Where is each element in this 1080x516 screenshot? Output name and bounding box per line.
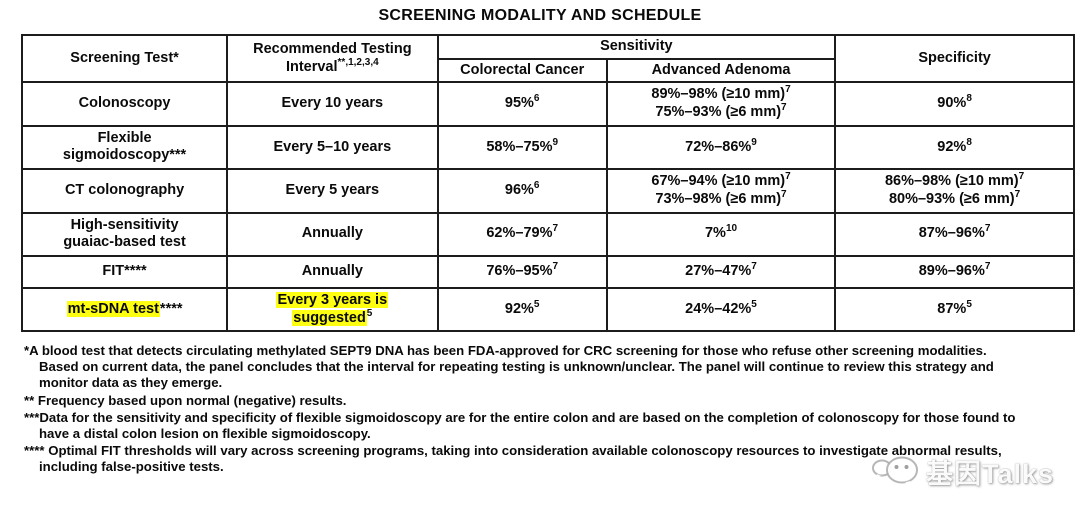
cell-adenoma: 24%–42%5 — [605, 286, 837, 333]
col-header-colorectal-cancer: Colorectal Cancer — [436, 57, 608, 84]
table-row: Flexible sigmoidoscopy*** Every 5–10 years… — [20, 124, 1075, 171]
cell-adenoma: 7%10 — [605, 211, 837, 257]
col-header-screening-test-label: Screening Test* — [70, 49, 179, 66]
cell-interval: Every 5 years — [226, 168, 439, 214]
cell-interval: Every 10 years — [226, 81, 439, 127]
cell-spec: 86%–98% (≥10 mm)7 80%–93% (≥6 mm)7 — [834, 168, 1075, 214]
header-row-2: Colorectal Cancer Advanced Adenoma — [22, 57, 1074, 84]
footnotes: *A blood test that detects circulating m… — [24, 343, 1024, 475]
cell-test: Flexible sigmoidoscopy*** — [20, 124, 229, 171]
cell-test: FIT**** — [20, 254, 229, 289]
col-header-interval-line2: Interval — [285, 58, 338, 75]
page-title: SCREENING MODALITY AND SCHEDULE — [378, 7, 702, 24]
footnote: **** Optimal FIT thresholds will vary ac… — [24, 442, 1002, 474]
cell-interval: Annually — [226, 254, 439, 289]
cell-adenoma: 27%–47%7 — [605, 254, 837, 289]
cell-crc: 62%–79%7 — [436, 211, 608, 257]
cell-spec: 90%8 — [834, 81, 1075, 127]
cell-spec: 89%–96%7 — [834, 254, 1075, 289]
cell-test: High-sensitivity guaiac-based test — [20, 211, 229, 257]
cell-test: Colonoscopy — [20, 81, 229, 127]
header-row-1: Screening Test* Recommended Testing Inte… — [20, 33, 1075, 84]
col-header-specificity: Specificity — [834, 33, 1075, 84]
table-row: mt-sDNA test**** Every 3 years is suggeste… — [20, 286, 1075, 333]
cell-interval: Every 3 years is suggested5 — [226, 286, 439, 333]
cell-crc: 95%6 — [436, 81, 608, 127]
table-row: High-sensitivity guaiac-based test Annuall… — [20, 211, 1075, 257]
cell-interval: Every 5–10 years — [226, 124, 439, 171]
footnote: ***Data for the sensitivity and specific… — [24, 409, 1016, 441]
cell-spec: 87%5 — [834, 286, 1075, 333]
table-row: FIT**** Annually 76%–95%7 27%–47%7 89%–96%7 — [20, 254, 1075, 289]
col-header-interval: Recommended Testing Interval**,1,2,3,4 — [226, 33, 439, 84]
footnote: *A blood test that detects circulating m… — [24, 343, 994, 391]
cell-spec: 92%8 — [834, 124, 1075, 171]
cell-test: mt-sDNA test**** — [20, 286, 229, 333]
col-header-advanced-adenoma: Advanced Adenoma — [605, 57, 837, 84]
footnote: ** Frequency based upon normal (negative… — [24, 392, 347, 408]
cell-crc: 92%5 — [436, 286, 608, 333]
cell-adenoma: 89%–98% (≥10 mm)7 75%–93% (≥6 mm)7 — [605, 81, 837, 127]
cell-adenoma: 72%–86%9 — [605, 124, 837, 171]
col-header-interval-line1: Recommended Testing — [253, 41, 412, 57]
table-row: Colonoscopy Every 10 years 95%6 89%–98% (≥1… — [20, 81, 1075, 127]
cell-test: CT colonography — [20, 168, 229, 214]
col-header-sensitivity: Sensitivity — [436, 34, 837, 60]
table-row: CT colonography Every 5 years 96%6 67%–94% … — [20, 168, 1075, 214]
cell-spec: 87%–96%7 — [834, 211, 1075, 257]
cell-crc: 76%–95%7 — [436, 254, 608, 289]
col-header-interval-superscript: **,1,2,3,4 — [337, 56, 379, 68]
cell-crc: 96%6 — [436, 168, 608, 214]
col-header-screening-test: Screening Test* — [20, 33, 229, 84]
cell-adenoma: 67%–94% (≥10 mm)7 73%–98% (≥6 mm)7 — [605, 168, 837, 214]
screening-table: Screening Test* Recommended Testing Inte… — [20, 33, 1075, 333]
cell-crc: 58%–75%9 — [436, 124, 608, 171]
cell-interval: Annually — [226, 211, 439, 257]
